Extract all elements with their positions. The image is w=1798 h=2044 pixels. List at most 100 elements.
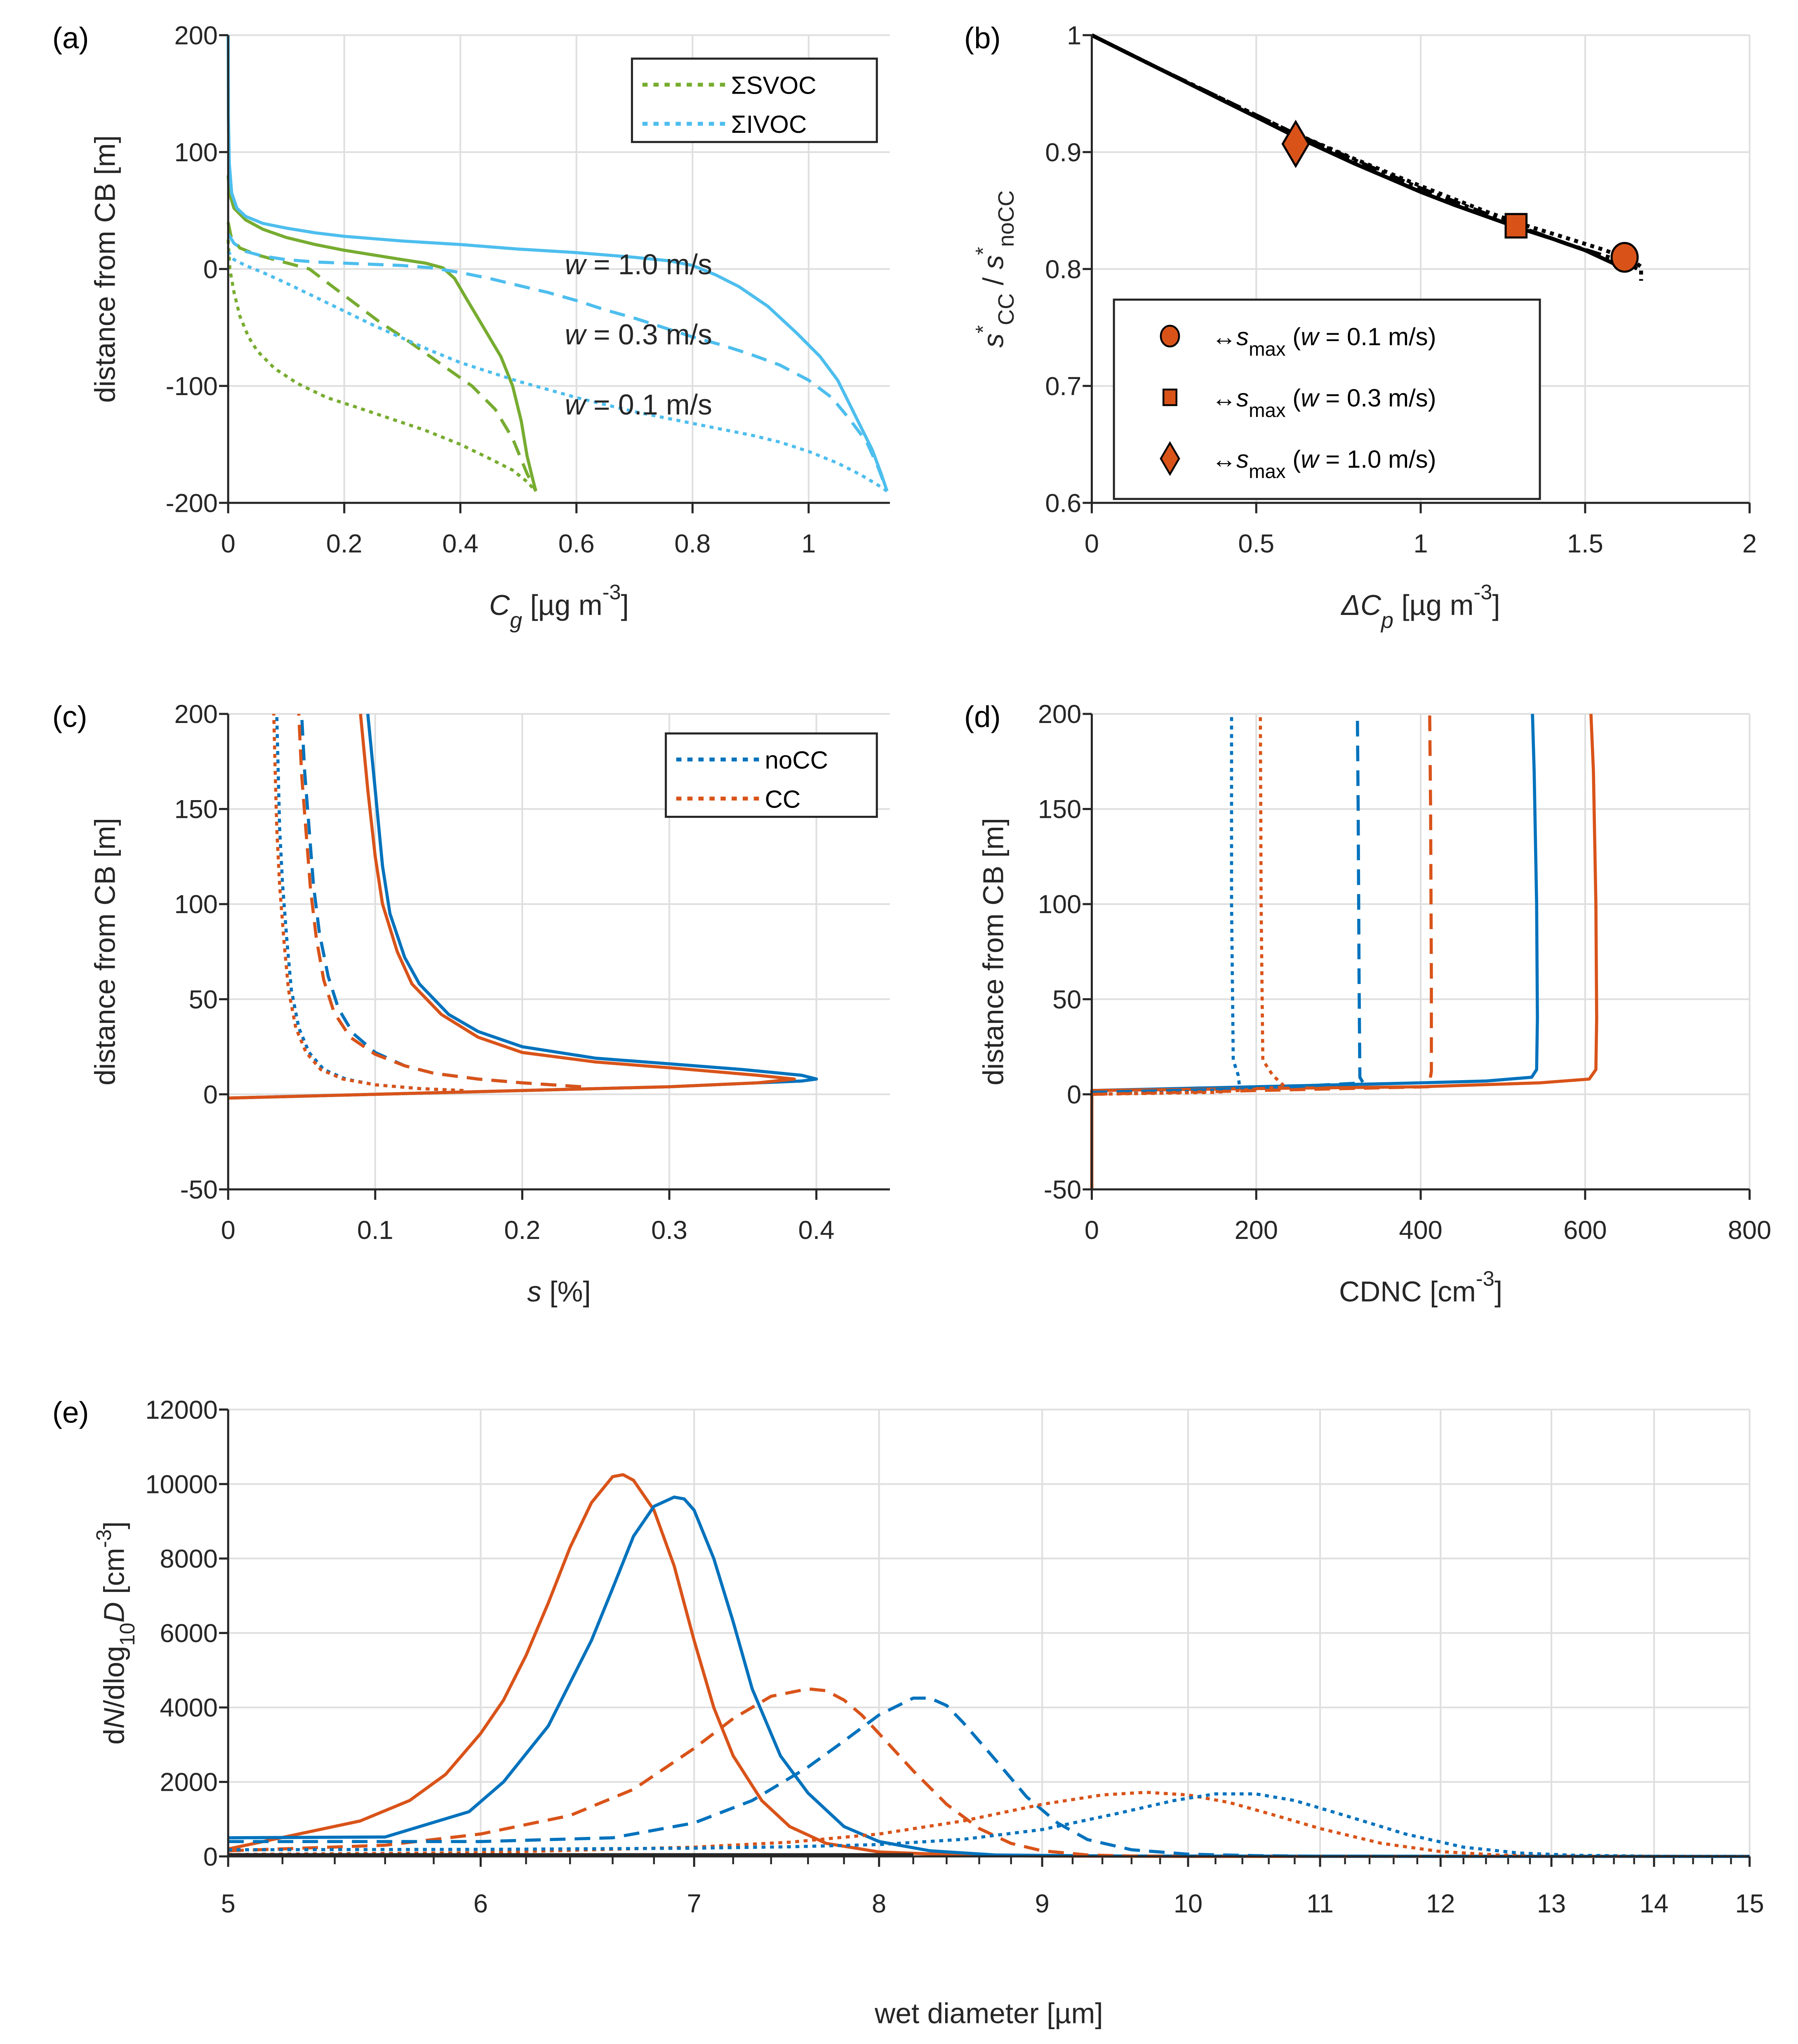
x-tick-label: 12 bbox=[1426, 1889, 1455, 1918]
x-tick-label: 400 bbox=[1399, 1216, 1442, 1245]
y-tick-label: 0.7 bbox=[1045, 372, 1081, 401]
series-line bbox=[226, 175, 538, 492]
y-axis-label: distance from CB [m] bbox=[89, 818, 121, 1086]
legend-marker-diamond bbox=[1160, 441, 1180, 476]
y-axis-label: distance from CB [m] bbox=[977, 818, 1010, 1086]
series-line bbox=[1092, 714, 1287, 1096]
annotation: w = 0.1 m/s bbox=[565, 389, 712, 421]
x-tick-label: 14 bbox=[1640, 1889, 1669, 1918]
y-tick-label: 0.8 bbox=[1045, 255, 1081, 284]
legend-label: ↔smax (w = 1.0 m/s) bbox=[1212, 445, 1436, 483]
y-tick-label: 50 bbox=[1052, 985, 1081, 1014]
y-tick-label: 100 bbox=[174, 138, 218, 167]
y-tick-label: -200 bbox=[166, 489, 218, 518]
x-tick-label: 0.1 bbox=[357, 1216, 393, 1245]
panel-label: (e) bbox=[52, 1396, 89, 1429]
x-axis-label: CDNC [cm-3] bbox=[1339, 1267, 1502, 1308]
series-line bbox=[228, 1790, 1750, 1858]
series-line bbox=[227, 250, 888, 492]
series-line bbox=[228, 1473, 1750, 1858]
y-tick-label: -50 bbox=[180, 1175, 218, 1204]
x-tick-label: 0.2 bbox=[326, 529, 362, 558]
legend-label: CC bbox=[765, 785, 801, 813]
x-tick-label: 11 bbox=[1306, 1889, 1334, 1918]
x-tick-label: 0.3 bbox=[651, 1216, 687, 1245]
series-line bbox=[228, 1792, 1750, 1858]
panel-label: (c) bbox=[52, 700, 87, 734]
y-tick-label: 200 bbox=[174, 700, 218, 729]
series-line bbox=[227, 233, 889, 492]
x-axis-label: wet diameter [µm] bbox=[874, 1997, 1103, 2029]
legend-label: ΣIVOC bbox=[731, 111, 807, 138]
x-axis-label: Cg [µg m-3] bbox=[489, 580, 629, 633]
series-line bbox=[1092, 714, 1433, 1096]
series-line bbox=[1092, 714, 1242, 1096]
panel-a: 0 0.2 0.4 0.6 0.8 1 -200 -100 0 100 200 (a) Cg [µg m… bbox=[52, 21, 890, 633]
x-tick-label: 600 bbox=[1563, 1216, 1607, 1245]
x-tick-label: 0 bbox=[1085, 1216, 1099, 1245]
series-line bbox=[1090, 714, 1539, 1189]
series-line bbox=[300, 714, 581, 1088]
legend-box bbox=[631, 57, 878, 143]
series-line bbox=[272, 714, 464, 1092]
x-tick-label: 9 bbox=[1035, 1889, 1050, 1918]
y-tick-label: 100 bbox=[174, 890, 218, 919]
y-tick-label: 2000 bbox=[160, 1768, 218, 1797]
x-axis-label: ΔCp [µg m-3] bbox=[1340, 580, 1500, 633]
series-line bbox=[1091, 33, 1639, 271]
series-line bbox=[228, 1687, 1750, 1858]
legend-label: ΣSVOC bbox=[731, 71, 817, 99]
x-tick-label: 200 bbox=[1235, 1216, 1278, 1245]
legend-box bbox=[1113, 298, 1541, 500]
y-tick-label: -100 bbox=[166, 372, 218, 401]
y-tick-label: 6000 bbox=[160, 1619, 218, 1648]
x-tick-label: 0.4 bbox=[798, 1216, 835, 1245]
x-tick-label: 2 bbox=[1742, 529, 1757, 558]
series-line bbox=[297, 714, 581, 1088]
panel-b: 0 0.5 1 1.5 2 0.6 0.7 0.8 0.9 1 (b) ΔCp [µg m-3] s*C… bbox=[964, 21, 1757, 633]
y-tick-label: 12000 bbox=[145, 1396, 218, 1425]
x-tick-label: 0 bbox=[221, 1216, 235, 1245]
panel-label: (a) bbox=[52, 21, 89, 55]
x-tick-label: 15 bbox=[1735, 1889, 1764, 1918]
legend: ΣSVOC ΣIVOC bbox=[631, 57, 878, 143]
x-tick-label: 13 bbox=[1537, 1889, 1566, 1918]
series-line bbox=[226, 222, 537, 492]
x-tick-label: 1 bbox=[1413, 529, 1428, 558]
y-tick-label: 150 bbox=[174, 795, 218, 824]
x-tick-label: 0 bbox=[1085, 529, 1099, 558]
series-line bbox=[228, 1696, 1750, 1858]
panel-e: 5 6 7 8 9 10 11 12 13 14 15 0 2000 4000 6000 8000 10000 1… bbox=[52, 1396, 1764, 2030]
legend-marker-square bbox=[1163, 389, 1178, 406]
y-axis-label: dN/dlog10D [cm-3] bbox=[92, 1521, 139, 1745]
y-axis-label: distance from CB [m] bbox=[89, 135, 121, 403]
y-tick-label: 200 bbox=[174, 21, 218, 50]
x-tick-label: 1 bbox=[801, 529, 816, 558]
series-line bbox=[1092, 714, 1365, 1094]
y-tick-label: 0.9 bbox=[1045, 138, 1081, 167]
y-tick-label: 4000 bbox=[160, 1693, 218, 1722]
y-tick-label: 0 bbox=[1067, 1080, 1081, 1109]
y-tick-label: 8000 bbox=[160, 1545, 218, 1573]
annotation: w = 0.3 m/s bbox=[565, 318, 712, 351]
x-tick-label: 6 bbox=[473, 1889, 488, 1918]
panel-label: (d) bbox=[964, 700, 1001, 734]
x-tick-label: 1.5 bbox=[1567, 529, 1603, 558]
x-tick-label: 0.8 bbox=[674, 529, 711, 558]
series-line bbox=[228, 1495, 1750, 1858]
marker-circle bbox=[1610, 242, 1639, 273]
series-line bbox=[226, 240, 537, 492]
x-tick-label: 800 bbox=[1728, 1216, 1771, 1245]
annotation: w = 1.0 m/s bbox=[565, 248, 712, 280]
y-tick-label: 150 bbox=[1038, 795, 1081, 824]
legend: ↔smax (w = 0.1 m/s) ↔smax (w = 0.3 m/s) ↔s… bbox=[1113, 298, 1541, 500]
legend-label: ↔smax (w = 0.3 m/s) bbox=[1212, 384, 1436, 422]
legend-box bbox=[665, 732, 878, 818]
legend-label: noCC bbox=[765, 746, 828, 774]
marker-square bbox=[1504, 213, 1528, 239]
y-tick-label: 0 bbox=[203, 1842, 218, 1871]
x-axis-label: s [%] bbox=[527, 1276, 591, 1308]
